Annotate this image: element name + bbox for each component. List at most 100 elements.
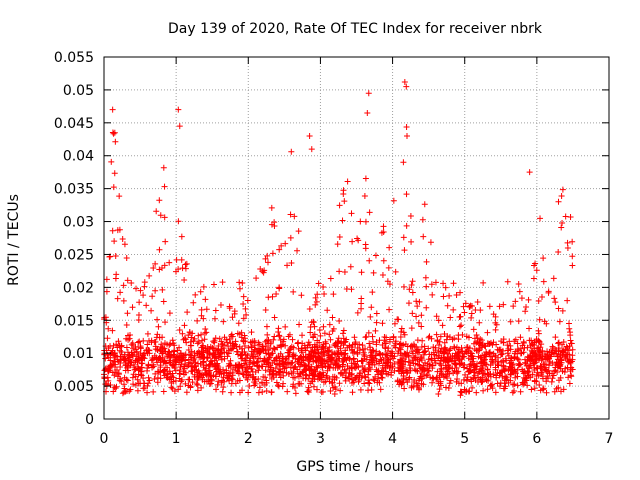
data-point <box>559 348 566 355</box>
data-point <box>201 336 208 343</box>
data-point <box>504 342 511 349</box>
data-point <box>151 376 158 383</box>
data-point <box>552 334 559 341</box>
data-point <box>371 377 378 384</box>
data-point <box>286 353 293 360</box>
data-point <box>530 275 537 282</box>
data-point <box>200 283 207 290</box>
data-point <box>414 346 421 353</box>
data-point <box>501 380 508 387</box>
data-point <box>525 296 532 303</box>
data-point <box>544 352 551 359</box>
data-point <box>453 378 460 385</box>
data-point <box>194 387 201 394</box>
data-point <box>290 374 297 381</box>
data-point <box>400 329 407 336</box>
data-point <box>253 275 260 282</box>
data-point <box>119 354 126 361</box>
data-point <box>336 233 343 240</box>
data-point <box>344 178 351 185</box>
data-point <box>177 363 184 370</box>
data-point <box>358 357 365 364</box>
data-point <box>306 341 313 348</box>
data-point <box>255 375 262 382</box>
data-point <box>230 366 237 373</box>
data-point <box>181 335 188 342</box>
data-point <box>338 369 345 376</box>
data-point <box>444 333 451 340</box>
data-point <box>240 293 247 300</box>
data-point <box>311 323 318 330</box>
data-point <box>442 384 449 391</box>
data-point <box>271 333 278 340</box>
data-point <box>289 336 296 343</box>
data-point <box>157 212 164 219</box>
data-point <box>122 388 129 395</box>
data-point <box>549 360 556 367</box>
data-point <box>160 164 167 171</box>
data-point <box>135 339 142 346</box>
data-point <box>314 346 321 353</box>
data-point <box>365 387 372 394</box>
data-point <box>360 349 367 356</box>
data-point <box>133 353 140 360</box>
data-point <box>180 368 187 375</box>
data-point <box>390 197 397 204</box>
data-point <box>514 366 521 373</box>
data-point <box>430 344 437 351</box>
data-point <box>223 349 230 356</box>
data-point <box>239 355 246 362</box>
data-point <box>358 300 365 307</box>
data-point <box>278 242 285 249</box>
data-point <box>468 310 475 317</box>
tick-labels: 0 1 2 3 4 5 6 7 0 0.005 0.01 0.015 0.02 0.025 0.03 0.03… <box>54 50 614 447</box>
data-point <box>271 223 278 230</box>
data-point <box>206 372 213 379</box>
data-point <box>157 375 164 382</box>
data-point <box>409 289 416 296</box>
data-point <box>185 376 192 383</box>
data-point <box>156 197 163 204</box>
data-point <box>414 337 421 344</box>
data-point <box>431 357 438 364</box>
data-point <box>378 229 385 236</box>
data-point <box>512 298 519 305</box>
data-point <box>210 338 217 345</box>
data-point <box>277 350 284 357</box>
data-point <box>512 348 519 355</box>
data-point <box>408 238 415 245</box>
data-point <box>188 368 195 375</box>
data-point <box>564 358 571 365</box>
data-point <box>522 360 529 367</box>
data-point <box>530 342 537 349</box>
data-point <box>221 370 228 377</box>
data-point <box>240 315 247 322</box>
data-point <box>239 280 246 287</box>
data-point <box>436 360 443 367</box>
data-point <box>382 344 389 351</box>
data-point <box>156 368 163 375</box>
data-point <box>140 337 147 344</box>
data-point <box>475 347 482 354</box>
data-point <box>392 268 399 275</box>
data-point <box>440 293 447 300</box>
data-point <box>514 382 521 389</box>
data-point <box>140 351 147 358</box>
data-point <box>115 371 122 378</box>
data-point <box>305 339 312 346</box>
data-point <box>385 264 392 271</box>
data-point <box>159 350 166 357</box>
data-point <box>161 340 168 347</box>
data-point <box>155 323 162 330</box>
data-point <box>282 356 289 363</box>
data-point <box>202 296 209 303</box>
data-point <box>468 314 475 321</box>
data-point <box>408 384 415 391</box>
data-point <box>423 283 430 290</box>
data-point <box>361 193 368 200</box>
data-point <box>288 148 295 155</box>
data-point <box>451 343 458 350</box>
data-point <box>205 376 212 383</box>
data-point <box>341 339 348 346</box>
data-point <box>321 330 328 337</box>
